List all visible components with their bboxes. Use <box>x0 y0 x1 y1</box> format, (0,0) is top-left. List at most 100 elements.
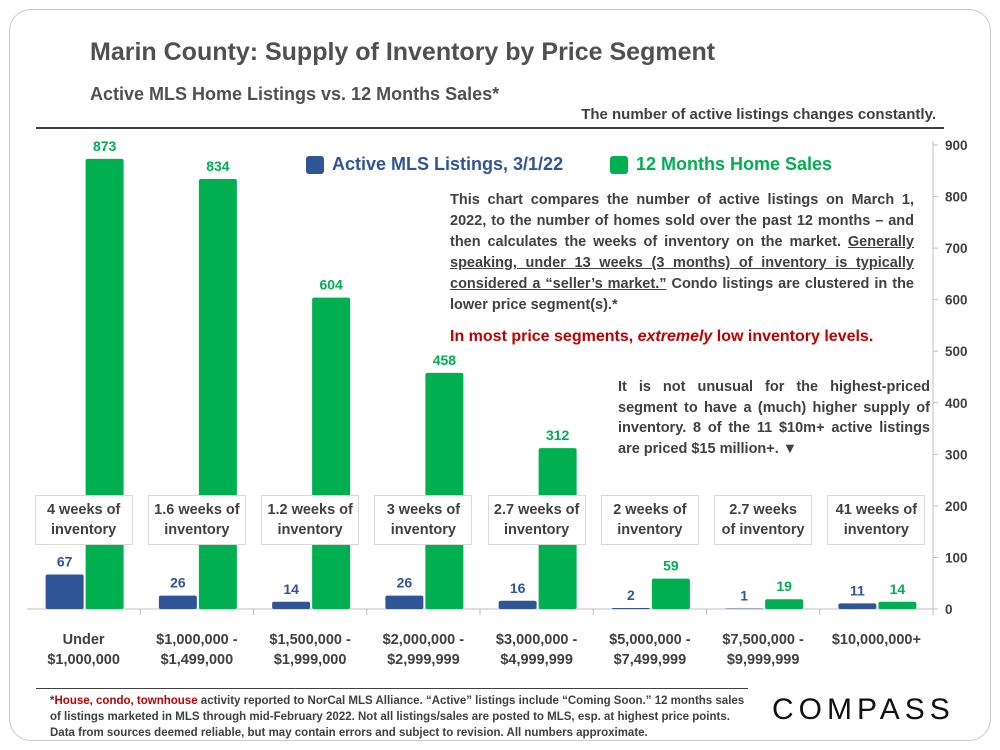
weeks-label-line: inventory <box>390 522 456 538</box>
weeks-label-line: 3 weeks of <box>386 502 461 518</box>
description-text-a: This chart compares the number of active… <box>450 192 914 250</box>
x-category-line: $10,000,000+ <box>831 632 921 648</box>
chart-description: This chart compares the number of active… <box>450 190 914 316</box>
red-text-b: low inventory levels. <box>712 328 874 345</box>
x-category-label: $3,000,000 - $4,999,999 <box>481 630 593 670</box>
data-label-sales: 19 <box>776 578 792 594</box>
data-label-sales: 312 <box>546 427 570 443</box>
data-label-sales: 458 <box>433 352 457 368</box>
legend-active: Active MLS Listings, 3/1/22 <box>306 154 563 175</box>
red-text-a: In most price segments, <box>450 328 638 345</box>
x-category-label: $7,500,000 - $9,999,999 <box>707 630 819 670</box>
x-category-line: $1,000,000 - <box>156 632 238 648</box>
weeks-label-line: 41 weeks of <box>835 502 918 518</box>
bar-active-listings <box>611 607 650 609</box>
legend-active-swatch <box>306 155 324 174</box>
weeks-label-line: 2 weeks of <box>613 502 687 518</box>
legend-active-label: Active MLS Listings, 3/1/22 <box>332 154 564 174</box>
y-tick-label: 700 <box>945 241 968 256</box>
data-label-active: 26 <box>170 575 186 591</box>
data-label-active: 16 <box>510 580 526 596</box>
y-tick-label: 900 <box>945 138 968 153</box>
x-category-line: $2,999,999 <box>387 652 460 668</box>
x-category-line: $3,000,000 - <box>495 632 578 648</box>
x-category-line: $1,499,000 <box>160 652 234 668</box>
data-label-active: 1 <box>740 587 748 603</box>
x-category-line: $1,500,000 - <box>269 632 351 648</box>
weeks-label-line: inventory <box>617 522 683 538</box>
weeks-of-inventory-box: 1.6 weeks of inventory <box>147 495 246 545</box>
footnote: *House, condo, townhouse activity report… <box>50 693 750 740</box>
weeks-of-inventory-box: 3 weeks of inventory <box>374 495 473 545</box>
bar-home-sales <box>651 578 690 609</box>
data-label-sales: 14 <box>890 581 906 597</box>
x-category-line: $4,999,999 <box>500 652 573 668</box>
bar-home-sales <box>765 599 804 609</box>
x-category-line: $7,499,999 <box>613 652 687 668</box>
bar-home-sales <box>425 372 464 609</box>
x-category-line: Under <box>62 632 105 648</box>
y-tick-label: 800 <box>945 190 968 205</box>
data-label-sales: 873 <box>93 138 117 154</box>
top-note: The number of active listings changes co… <box>581 106 936 123</box>
compass-logo: COMPASS <box>772 693 955 726</box>
legend-sales: 12 Months Home Sales <box>610 154 832 175</box>
bar-active-listings <box>498 600 537 609</box>
x-category-label: Under $1,000,000 <box>28 630 140 670</box>
weeks-label-line: inventory <box>50 522 117 538</box>
footnote-text: activity reported to NorCal MLS Alliance… <box>50 695 745 739</box>
weeks-label-line: 2.7 weeks <box>729 502 797 518</box>
y-tick-label: 400 <box>945 396 968 411</box>
weeks-label-line: inventory <box>843 522 909 538</box>
weeks-of-inventory-box: 2.7 weeks of inventory <box>487 495 586 545</box>
y-tick-label: 300 <box>945 447 968 462</box>
weeks-label-line: inventory <box>164 522 230 538</box>
weeks-label-line: 4 weeks of <box>46 502 121 518</box>
description-text-b: Condo listings are clustered in the lowe… <box>450 276 914 313</box>
footnote-highlight: House, condo, townhouse <box>54 695 198 707</box>
chart-title: Marin County: Supply of Inventory by Pri… <box>90 38 716 66</box>
x-category-line: $1,999,000 <box>273 652 347 668</box>
y-tick-label: 600 <box>945 293 968 308</box>
footer-divider <box>36 688 748 689</box>
bar-active-listings <box>385 595 424 609</box>
x-category-line: $1,000,000 <box>47 652 120 668</box>
x-category-label: $1,000,000 - $1,499,000 <box>141 630 253 670</box>
data-label-active: 26 <box>397 575 413 591</box>
y-tick-label: 500 <box>945 344 968 359</box>
x-category-label: $1,500,000 - $1,999,000 <box>254 630 366 670</box>
y-tick-label: 0 <box>945 602 953 617</box>
data-label-sales: 834 <box>206 158 230 174</box>
footnote-asterisk: * <box>50 695 55 707</box>
bar-active-listings <box>45 574 84 609</box>
weeks-label-line: inventory <box>277 522 343 538</box>
data-label-sales: 604 <box>319 277 343 293</box>
data-label-active: 11 <box>850 582 865 598</box>
legend-sales-label: 12 Months Home Sales <box>636 154 833 174</box>
legend-sales-swatch <box>610 155 628 174</box>
weeks-of-inventory-box: 2 weeks of inventory <box>600 495 699 545</box>
weeks-of-inventory-box: 4 weeks of inventory <box>34 495 133 545</box>
low-inventory-callout: In most price segments, extremely low in… <box>450 328 873 346</box>
bar-home-sales <box>878 601 917 609</box>
x-category-label: $5,000,000 - $7,499,999 <box>594 630 706 670</box>
x-category-label: $10,000,000+ <box>820 630 932 650</box>
bar-active-listings <box>725 608 764 609</box>
weeks-of-inventory-box: 41 weeks of inventory <box>827 495 926 545</box>
weeks-label-line: 1.2 weeks of <box>267 502 353 518</box>
weeks-label-line: inventory <box>503 522 570 538</box>
x-category-line: $5,000,000 - <box>609 632 691 648</box>
bar-active-listings <box>158 595 197 609</box>
x-category-line: $9,999,999 <box>726 652 800 668</box>
weeks-label-line: 2.7 weeks of <box>493 502 580 518</box>
data-label-active: 2 <box>627 587 635 603</box>
x-category-line: $7,500,000 - <box>722 632 804 648</box>
x-category-line: $2,000,000 - <box>382 632 465 648</box>
bar-active-listings <box>272 601 311 609</box>
high-price-note: It is not unusual for the highest-priced… <box>618 379 930 457</box>
y-tick-label: 200 <box>945 499 968 514</box>
y-tick-label: 100 <box>945 550 968 565</box>
bar-active-listings <box>838 603 877 609</box>
weeks-of-inventory-box: 1.2 weeks of inventory <box>261 495 360 545</box>
top-divider <box>36 127 944 129</box>
